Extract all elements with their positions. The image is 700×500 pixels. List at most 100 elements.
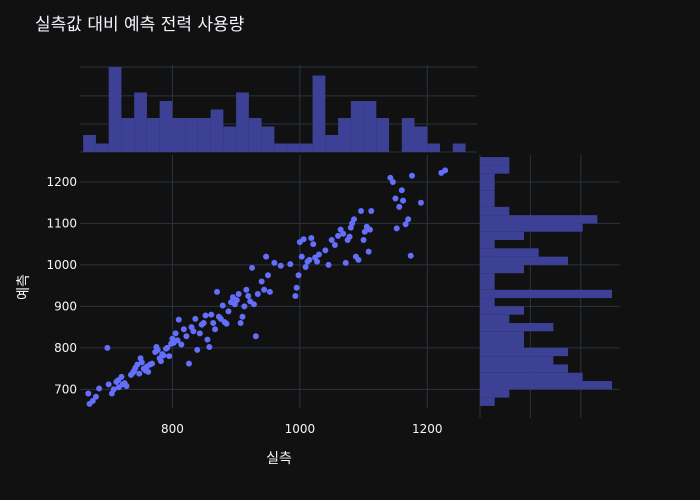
scatter-point: [89, 397, 96, 404]
scatter-point: [233, 297, 240, 304]
scatter-point: [164, 344, 171, 351]
scatter-point: [351, 216, 358, 223]
y-marginal-histogram: [480, 157, 612, 406]
y-histogram-bar: [480, 322, 554, 332]
x-histogram-bar: [121, 118, 135, 152]
scatter-point: [400, 197, 407, 204]
scatter-point: [118, 373, 125, 380]
y-tick-label: 1000: [46, 258, 77, 272]
x-histogram-bar: [83, 135, 96, 152]
y-histogram-bar: [480, 339, 524, 348]
y-histogram-bar: [480, 157, 510, 166]
y-histogram-bar: [480, 314, 510, 323]
y-tick-label: 900: [54, 299, 77, 313]
scatter-point: [310, 241, 317, 248]
scatter-point: [174, 337, 181, 344]
x-histogram-bar: [312, 75, 326, 152]
scatter-point: [223, 320, 230, 327]
x-histogram-bar: [210, 109, 224, 152]
scatter-point: [239, 313, 246, 320]
scatter-point: [178, 341, 185, 348]
y-axis-ticks: 700 800 900 1000 1100 1200: [46, 175, 77, 396]
scatter-point: [110, 386, 117, 393]
x-histogram-bar: [236, 92, 249, 152]
scatter-point: [225, 308, 232, 315]
scatter-point: [196, 330, 203, 337]
scatter-point: [175, 316, 182, 323]
x-histogram-bar: [338, 118, 351, 152]
y-histogram-bar: [480, 173, 495, 182]
scatter-point: [96, 385, 103, 392]
y-histogram-bar: [480, 198, 495, 207]
scatter-point: [254, 290, 261, 297]
scatter-point: [166, 353, 173, 360]
scatter-point: [368, 207, 375, 214]
scatter-point: [277, 262, 284, 269]
scatter-point: [157, 358, 164, 365]
scatter-point: [105, 381, 112, 388]
y-histogram-bar: [480, 281, 495, 290]
scatter-point: [342, 259, 349, 266]
scatter-point: [405, 216, 412, 223]
x-histogram-bar: [376, 118, 390, 152]
scatter-point: [237, 319, 244, 326]
scatter-point: [271, 259, 278, 266]
x-histogram-bar: [287, 143, 300, 152]
y-tick-label: 700: [54, 382, 77, 396]
x-histogram-bar: [350, 101, 364, 152]
chart-title: 실측값 대비 예측 전력 사용량: [35, 15, 245, 35]
x-tick-label: 800: [161, 422, 184, 436]
scatter-point: [396, 203, 403, 210]
y-histogram-bar: [480, 289, 612, 299]
x-histogram-bar: [172, 118, 186, 152]
scatter-point: [392, 195, 399, 202]
x-histogram-bar: [274, 143, 288, 152]
x-histogram-bar: [452, 143, 466, 152]
scatter-point: [194, 346, 201, 353]
y-histogram-bar: [480, 264, 524, 274]
scatter-point: [206, 344, 213, 351]
x-axis-label: 실측: [266, 451, 292, 467]
scatter-point: [398, 187, 405, 194]
y-histogram-bar: [480, 181, 495, 191]
scatter-point: [149, 360, 156, 367]
scatter-point: [145, 368, 152, 375]
y-histogram-bar: [480, 240, 495, 249]
y-histogram-bar: [480, 256, 568, 265]
scatter-point: [306, 256, 313, 263]
x-tick-label: 1000: [285, 422, 316, 436]
y-histogram-bar: [480, 248, 539, 257]
scatter-point: [295, 272, 302, 279]
scatter-point: [241, 303, 248, 310]
scatter-point: [212, 326, 219, 333]
y-histogram-bar: [480, 397, 495, 406]
y-histogram-bar: [480, 223, 583, 232]
y-histogram-bar: [480, 190, 495, 199]
scatter-point: [328, 237, 335, 244]
scatter-point: [360, 237, 367, 244]
y-histogram-bar: [480, 231, 524, 241]
y-tick-label: 1100: [46, 216, 77, 230]
y-histogram-bar: [480, 347, 568, 357]
scatter-point: [192, 315, 199, 322]
scatter-point: [258, 278, 265, 285]
y-histogram-bar: [480, 215, 598, 224]
y-histogram-bar: [480, 372, 583, 382]
scatter-point: [340, 230, 347, 237]
scatter-point: [315, 251, 322, 258]
scatter-point: [300, 236, 307, 243]
x-histogram-bar: [299, 143, 313, 152]
x-histogram-bar: [197, 118, 211, 152]
scatter-point: [249, 264, 256, 271]
x-marginal-histogram: [83, 67, 466, 152]
x-histogram-bar: [427, 143, 441, 152]
scatter-point: [202, 312, 209, 319]
scatter-point: [261, 286, 268, 293]
scatter-point: [361, 228, 368, 235]
y-histogram-bar: [480, 165, 510, 174]
x-tick-label: 1200: [412, 422, 443, 436]
x-axis-ticks: 800 1000 1200: [161, 422, 443, 436]
x-histogram-bar: [146, 118, 160, 152]
scatter-point: [264, 272, 271, 279]
scatter-point: [287, 261, 294, 268]
